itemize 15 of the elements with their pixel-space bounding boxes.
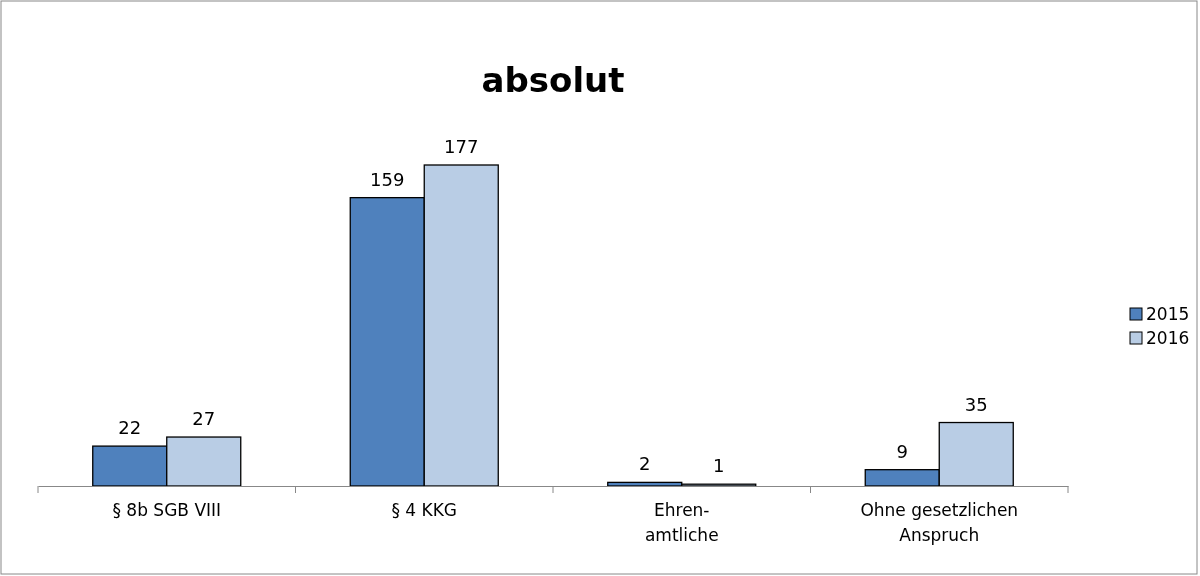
data-label: 2 [639, 453, 651, 475]
data-label: 35 [964, 393, 988, 415]
data-label: 159 [370, 168, 405, 190]
x-tick-label: Ehren- amtliche [644, 500, 719, 545]
legend-label: 2015 [1146, 304, 1190, 324]
x-tick-label: § 4 KKG [391, 500, 458, 520]
data-label: 22 [118, 417, 142, 439]
data-label: 9 [896, 440, 908, 462]
chart-title: absolut [481, 60, 625, 100]
x-tick-label: § 8b SGB VIII [112, 500, 222, 520]
x-tick-label: Ohne gesetzlichen Anspruch [860, 500, 1019, 545]
legend-label: 2016 [1146, 328, 1190, 348]
data-label: 27 [192, 408, 216, 430]
data-label: 1 [713, 455, 725, 477]
data-label: 177 [444, 136, 479, 157]
